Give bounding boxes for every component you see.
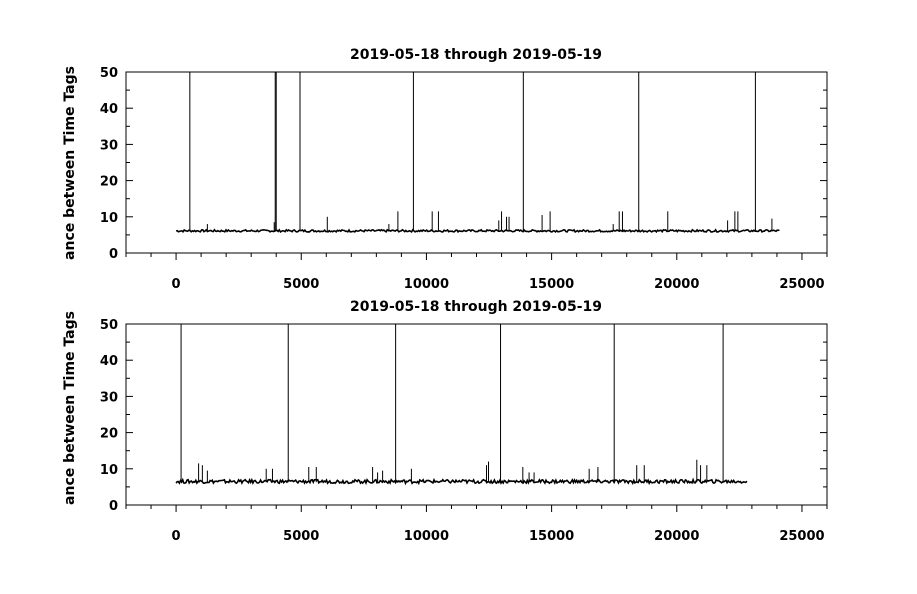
y-tick-label: 0 xyxy=(109,247,118,262)
x-tick-label: 0 xyxy=(172,277,181,292)
y-tick-label: 10 xyxy=(100,463,118,478)
y-tick-label: 50 xyxy=(100,66,118,81)
x-tick-label: 5000 xyxy=(283,277,319,292)
x-tick-label: 25000 xyxy=(779,277,824,292)
x-tick-label: 15000 xyxy=(529,529,574,544)
series-line xyxy=(175,228,780,234)
y-tick-label: 30 xyxy=(100,138,118,153)
chart-panel-top: 2019-05-18 through 2019-05-19 ance betwe… xyxy=(62,47,828,292)
series-line xyxy=(175,477,748,486)
y-axis-label-bottom: ance between Time Tags xyxy=(62,311,78,505)
y-tick-label: 10 xyxy=(100,211,118,226)
x-tick-label: 25000 xyxy=(779,529,824,544)
x-tick-label: 5000 xyxy=(283,529,319,544)
x-tick-label: 0 xyxy=(172,529,181,544)
y-tick-label: 20 xyxy=(100,427,118,442)
chart-panel-bottom: 2019-05-18 through 2019-05-19 ance betwe… xyxy=(62,299,828,544)
x-tick-label: 10000 xyxy=(404,277,449,292)
plot-frame xyxy=(125,323,828,506)
y-tick-label: 20 xyxy=(100,175,118,190)
y-tick-label: 40 xyxy=(100,354,118,369)
y-tick-label: 30 xyxy=(100,390,118,405)
x-tick-label: 20000 xyxy=(654,277,699,292)
x-tick-label: 10000 xyxy=(404,529,449,544)
x-tick-label: 15000 xyxy=(529,277,574,292)
plot-frame xyxy=(125,71,828,254)
x-tick-label: 20000 xyxy=(654,529,699,544)
y-tick-label: 40 xyxy=(100,102,118,117)
y-axis-label-top: ance between Time Tags xyxy=(62,66,78,260)
chart-title-top: 2019-05-18 through 2019-05-19 xyxy=(350,47,602,63)
y-tick-label: 50 xyxy=(100,318,118,333)
y-tick-label: 0 xyxy=(109,499,118,514)
chart-title-bottom: 2019-05-18 through 2019-05-19 xyxy=(350,299,602,315)
